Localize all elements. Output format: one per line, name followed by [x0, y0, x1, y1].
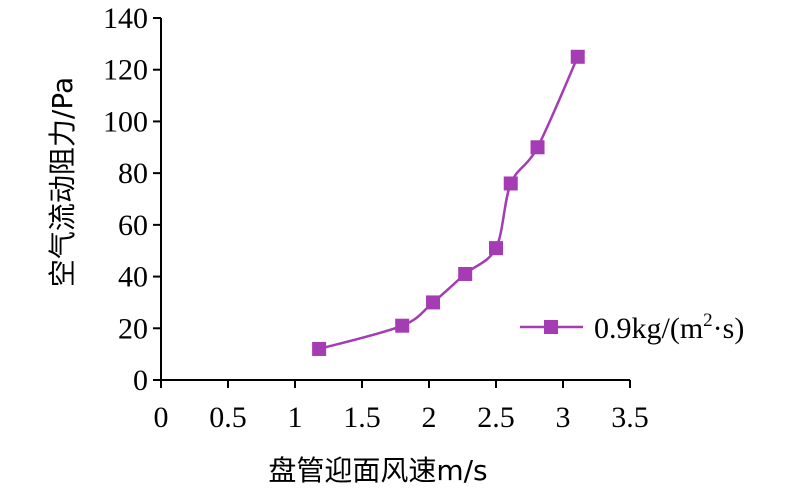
y-tick-label: 100	[103, 105, 148, 138]
series-layer	[312, 49, 585, 356]
x-tick-label: 3	[556, 401, 571, 434]
y-tick-label: 60	[118, 209, 148, 242]
series-line	[318, 56, 579, 351]
x-tick-label: 2.5	[477, 401, 515, 434]
legend-label-tail: ·s)	[713, 312, 745, 345]
y-axis-title: 空气流动阻力/Pa	[46, 77, 79, 287]
data-point	[395, 318, 410, 333]
x-axis-title: 盘管迎面风速m/s	[268, 454, 487, 487]
x-tick-label: 3.5	[611, 401, 649, 434]
y-tick-labels: 0 20 40 60 80 100 120 140	[103, 2, 148, 397]
legend-label-sup: 2	[703, 310, 713, 331]
x-tick-label: 0.5	[209, 401, 247, 434]
data-point	[570, 49, 585, 64]
y-tick-label: 40	[118, 261, 148, 294]
data-point	[489, 241, 503, 256]
x-tick-label: 0	[154, 401, 169, 434]
legend-marker	[544, 320, 558, 334]
y-tick-label: 0	[133, 364, 148, 397]
data-point	[458, 266, 473, 281]
legend-label: 0.9kg/(m2·s)	[594, 310, 744, 345]
data-point	[503, 176, 518, 191]
y-tick-label: 20	[118, 312, 148, 345]
y-tick-label: 140	[103, 2, 148, 35]
legend-label-main: 0.9kg/(m	[594, 312, 703, 345]
x-tick-label: 1	[288, 401, 303, 434]
tick-marks	[153, 17, 631, 388]
axes	[160, 18, 630, 381]
data-point	[530, 140, 545, 155]
data-point	[426, 295, 441, 310]
y-tick-label: 120	[103, 54, 148, 87]
data-point	[312, 341, 327, 356]
x-tick-labels: 0 0.5 1 1.5 2 2.5 3 3.5	[154, 401, 649, 434]
x-tick-label: 2	[422, 401, 437, 434]
y-tick-label: 80	[118, 157, 148, 190]
legend: 0.9kg/(m2·s)	[520, 310, 744, 345]
x-tick-label: 1.5	[343, 401, 381, 434]
